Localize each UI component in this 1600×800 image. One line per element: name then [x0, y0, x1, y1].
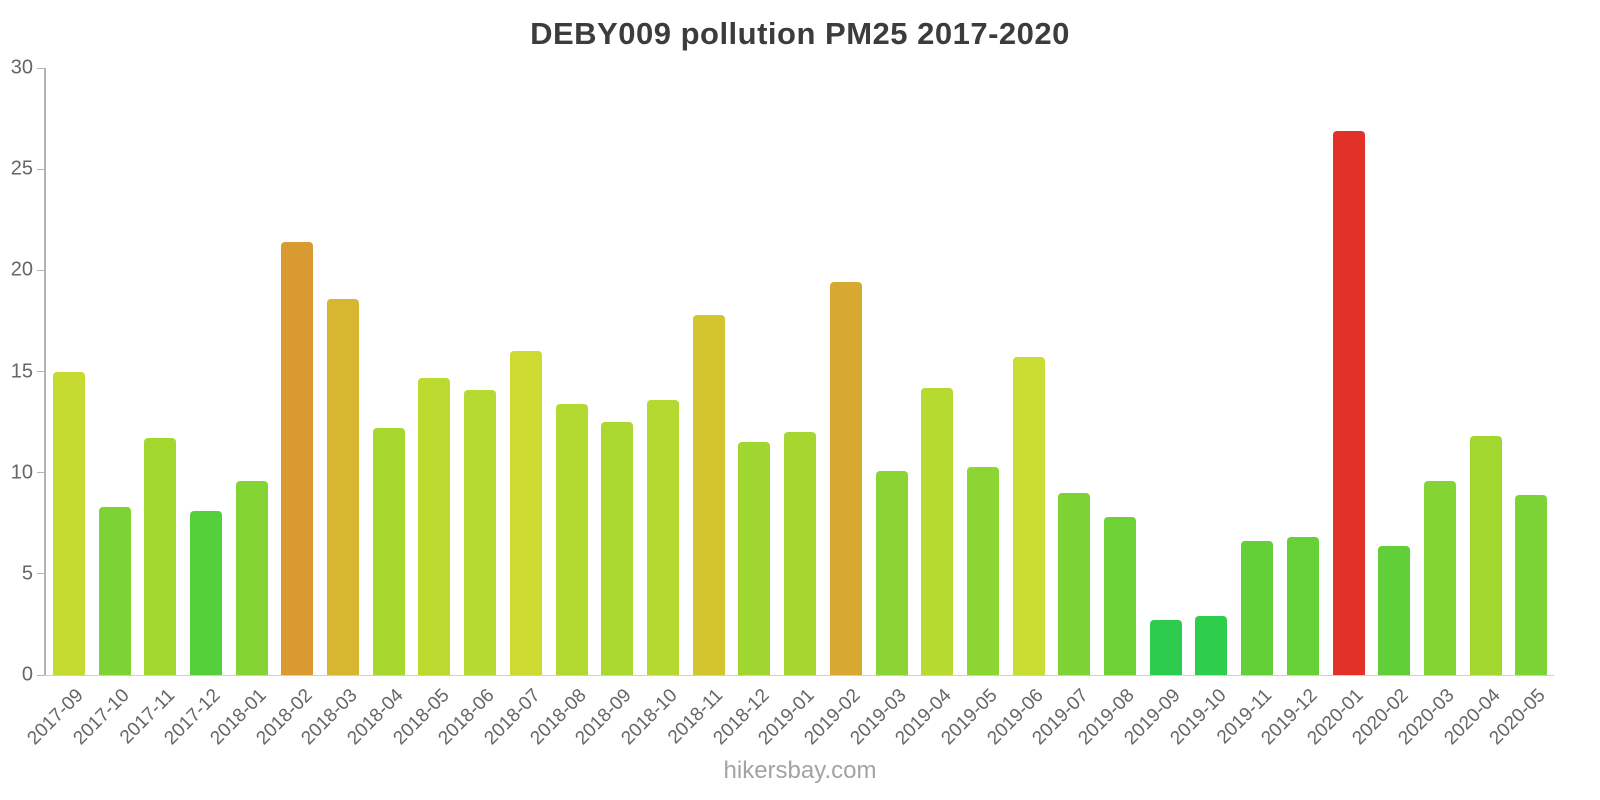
- bar-slot: [503, 68, 549, 675]
- bar-2019-11[interactable]: [1241, 541, 1274, 675]
- y-tick-mark: [37, 472, 44, 474]
- bar-2019-01[interactable]: [784, 432, 817, 675]
- bar-slot: [1463, 68, 1509, 675]
- bar-2017-11[interactable]: [144, 438, 177, 675]
- bars-container: [46, 68, 1554, 675]
- y-tick-label: 30: [10, 56, 33, 79]
- bar-slot: [183, 68, 229, 675]
- bar-2020-05[interactable]: [1515, 494, 1548, 675]
- bar-2018-01[interactable]: [235, 480, 268, 675]
- y-tick-mark: [37, 269, 44, 271]
- bar-slot: [549, 68, 595, 675]
- bar-2019-06[interactable]: [1012, 357, 1045, 675]
- bar-2019-12[interactable]: [1286, 537, 1319, 675]
- bar-slot: [275, 68, 321, 675]
- bar-slot: [1280, 68, 1326, 675]
- bar-2019-03[interactable]: [875, 470, 908, 675]
- bar-slot: [320, 68, 366, 675]
- bar-slot: [92, 68, 138, 675]
- bar-slot: [1143, 68, 1189, 675]
- bar-2018-03[interactable]: [327, 298, 360, 675]
- bar-2018-12[interactable]: [738, 442, 771, 675]
- bar-slot: [869, 68, 915, 675]
- bar-slot: [732, 68, 778, 675]
- bar-slot: [366, 68, 412, 675]
- chart-title: DEBY009 pollution PM25 2017-2020: [530, 16, 1070, 51]
- bar-2020-02[interactable]: [1378, 545, 1411, 675]
- bar-slot: [1234, 68, 1280, 675]
- bar-2019-02[interactable]: [829, 282, 862, 675]
- bar-2018-02[interactable]: [281, 242, 314, 675]
- bar-slot: [1051, 68, 1097, 675]
- bar-2019-07[interactable]: [1058, 492, 1091, 675]
- y-axis-ticks: 0 5 10 15 20 25 30: [11, 57, 1554, 686]
- bar-slot: [457, 68, 503, 675]
- y-tick-mark: [37, 674, 44, 676]
- x-axis-line: [44, 675, 1554, 676]
- bar-slot: [229, 68, 275, 675]
- bar-2019-04[interactable]: [921, 387, 954, 675]
- y-tick-mark: [37, 168, 44, 170]
- watermark: hikersbay.com: [723, 757, 877, 784]
- y-tick-label: 20: [10, 258, 33, 281]
- bar-slot: [1097, 68, 1143, 675]
- y-tick-label: 0: [21, 663, 33, 686]
- bar-slot: [914, 68, 960, 675]
- bar-slot: [594, 68, 640, 675]
- bar-2019-08[interactable]: [1104, 517, 1137, 675]
- y-tick-label: 5: [21, 562, 33, 585]
- bar-slot: [960, 68, 1006, 675]
- bar-slot: [1006, 68, 1052, 675]
- bar-slot: [823, 68, 869, 675]
- bar-2020-01[interactable]: [1332, 130, 1365, 675]
- bar-slot: [777, 68, 823, 675]
- y-axis-line: [44, 68, 46, 675]
- bar-slot: [46, 68, 92, 675]
- bar-slot: [1417, 68, 1463, 675]
- bar-slot: [1509, 68, 1555, 675]
- x-axis-labels: 2017-09 2017-10 2017-11 2017-12 2018-01 2018-…: [24, 68, 1554, 749]
- bar-slot: [1371, 68, 1417, 675]
- bar-2018-07[interactable]: [509, 351, 542, 675]
- bar-slot: [412, 68, 458, 675]
- bar-2017-09[interactable]: [52, 371, 85, 675]
- bar-2018-04[interactable]: [372, 428, 405, 675]
- y-tick-mark: [37, 573, 44, 575]
- y-tick-label: 25: [10, 157, 33, 180]
- bar-2018-11[interactable]: [692, 314, 725, 675]
- bar-slot: [1326, 68, 1372, 675]
- bar-2018-10[interactable]: [647, 399, 679, 675]
- bar-2018-08[interactable]: [555, 403, 588, 675]
- bar-slot: [686, 68, 732, 675]
- bar-2019-10[interactable]: [1195, 616, 1228, 675]
- plot-area: 0 5 10 15 20 25 30 2017-09 2017-10 2017-11 2017-1…: [11, 57, 1554, 749]
- bar-2017-10[interactable]: [98, 507, 131, 675]
- bar-slot: [640, 68, 686, 675]
- bar-2018-09[interactable]: [601, 422, 634, 675]
- bar-2018-05[interactable]: [418, 377, 451, 675]
- bar-slot: [1189, 68, 1235, 675]
- y-tick-label: 10: [10, 461, 33, 484]
- y-tick-mark: [37, 67, 44, 69]
- bar-2018-06[interactable]: [464, 389, 497, 675]
- bar-slot: [137, 68, 183, 675]
- bar-2020-03[interactable]: [1423, 480, 1456, 675]
- y-tick-label: 15: [10, 360, 33, 382]
- bar-2019-09[interactable]: [1149, 620, 1182, 675]
- bar-2017-12[interactable]: [189, 511, 222, 675]
- y-tick-mark: [37, 371, 44, 372]
- bar-2020-04[interactable]: [1469, 436, 1502, 675]
- bar-2019-05[interactable]: [966, 466, 999, 675]
